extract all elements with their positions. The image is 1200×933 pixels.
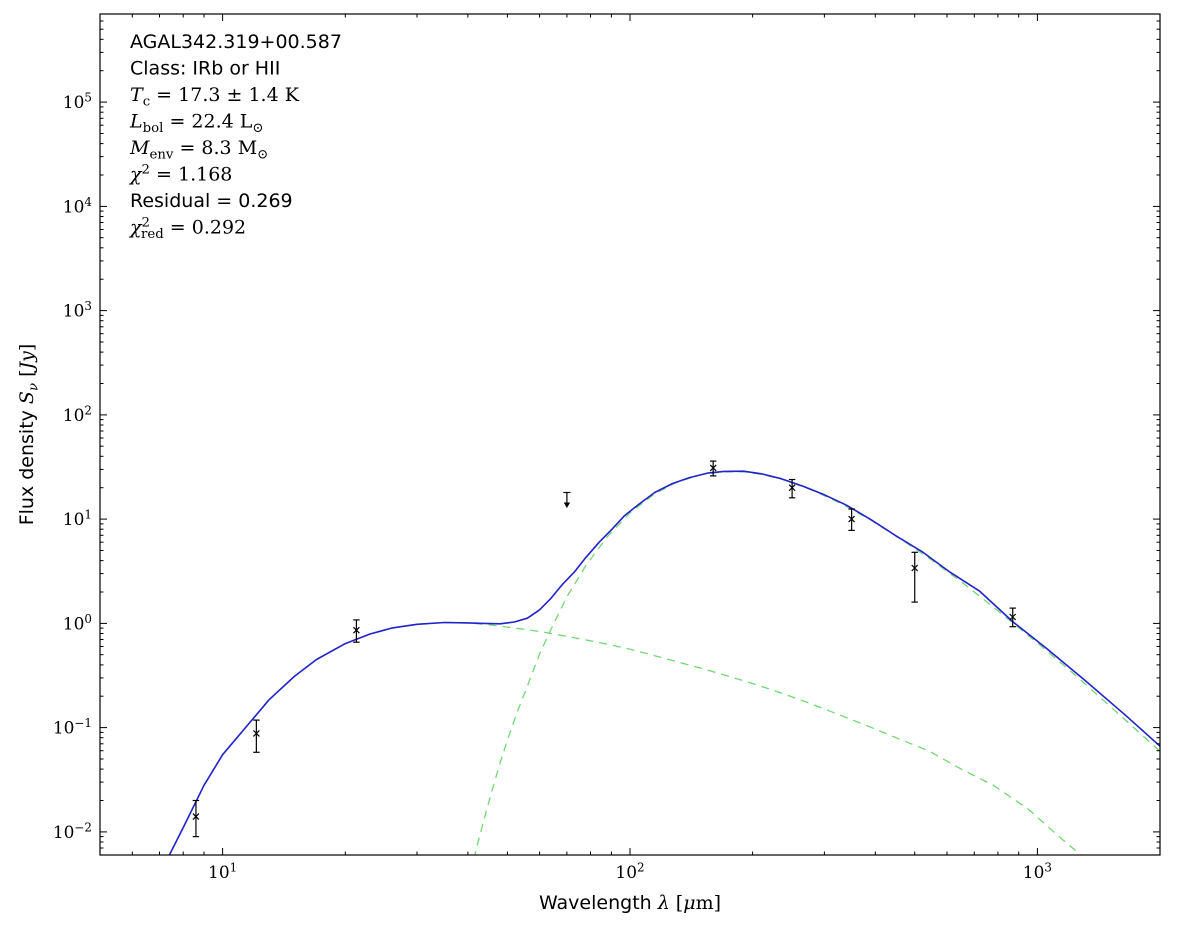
x-marker — [848, 515, 856, 523]
model-curves — [168, 470, 1160, 855]
data-point — [252, 719, 260, 753]
x-tick-label: 102 — [615, 861, 644, 884]
data-points — [192, 460, 1017, 838]
y-tick-label: 102 — [63, 403, 92, 426]
x-marker — [192, 813, 200, 821]
x-axis-label: Wavelength λ [μm] — [539, 892, 721, 914]
y-tick-label: 100 — [63, 612, 92, 635]
x-marker — [252, 729, 260, 737]
annotation-line: χ2 = 1.168 — [128, 162, 232, 185]
y-axis-label: Flux density Sν [Jy] — [16, 344, 42, 526]
y-tick-label: 10−2 — [53, 820, 92, 843]
annotation-line: Menv = 8.3 M⊙ — [129, 137, 268, 163]
data-point — [192, 799, 200, 838]
x-tick-label: 101 — [208, 861, 237, 884]
annotation-line: AGAL342.319+00.587 — [130, 31, 342, 53]
curve-total-fit — [168, 470, 1160, 855]
data-point — [352, 619, 360, 643]
y-tick-label: 104 — [63, 195, 92, 218]
data-point — [848, 508, 856, 532]
curve-warm-component — [168, 621, 1082, 855]
x-marker — [709, 464, 717, 472]
y-tick-label: 101 — [63, 508, 92, 531]
plot-frame — [99, 13, 1161, 856]
x-marker — [788, 484, 796, 492]
x-tick-label: 103 — [1023, 861, 1052, 884]
upper-limit — [563, 491, 571, 508]
x-marker — [1009, 613, 1017, 621]
data-point — [911, 551, 919, 603]
y-tick-label: 105 — [63, 91, 92, 114]
curve-cold-component — [474, 471, 1160, 855]
data-point — [709, 460, 717, 477]
x-marker — [911, 564, 919, 572]
annotation-line: χ2 red = 0.292 — [128, 215, 246, 242]
data-point — [788, 478, 796, 499]
axis-ticks — [100, 14, 1160, 855]
annotation-line: Tc = 17.3 ± 1.4 K — [130, 84, 300, 110]
annotation-line: Lbol = 22.4 L⊙ — [129, 111, 264, 137]
down-arrow-icon — [563, 502, 571, 508]
annotation-block: AGAL342.319+00.587 Class: IRb or HII Tc = … — [128, 31, 342, 242]
data-point — [1009, 607, 1017, 628]
annotation-line: Residual = 0.269 — [130, 190, 293, 212]
y-tick-label: 103 — [63, 299, 92, 322]
annotation-line: Class: IRb or HII — [130, 58, 280, 80]
x-marker — [352, 626, 360, 634]
y-tick-label: 10−1 — [53, 716, 92, 739]
